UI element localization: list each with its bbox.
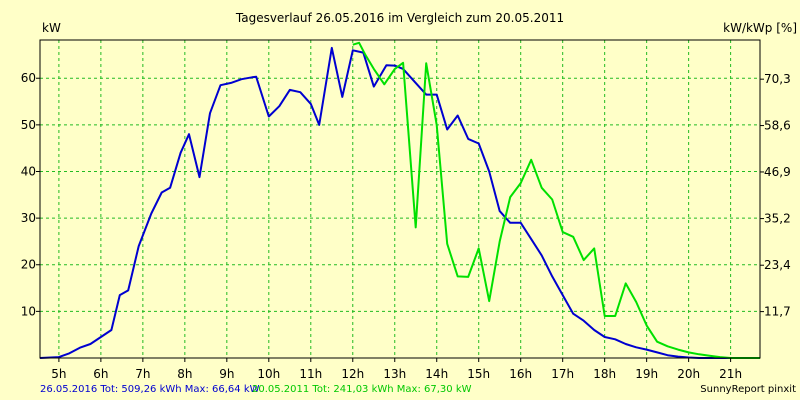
x-tick-label: 7h: [135, 367, 150, 381]
y-tick-label-left: 40: [21, 164, 36, 178]
series-lines: [39, 41, 760, 359]
y-tick-label-left: 30: [21, 211, 36, 225]
grid: [40, 40, 760, 358]
credit-text: SunnyReport pinxit: [700, 384, 796, 395]
y-axis-left-label: kW: [42, 21, 61, 35]
x-tick-label: 19h: [635, 367, 658, 381]
x-tick-label: 13h: [383, 367, 406, 381]
series-line-1: [39, 46, 760, 359]
y-tick-label-right: 23,4: [764, 258, 791, 272]
y-tick-label-right: 11,7: [764, 305, 791, 319]
x-tick-label: 12h: [341, 367, 364, 381]
x-tick-label: 18h: [593, 367, 616, 381]
x-tick-label: 8h: [177, 367, 192, 381]
chart-title: Tagesverlauf 26.05.2016 im Vergleich zum…: [235, 11, 564, 25]
axis-ticks: 5h 6h 7h 8h 9h 10h 11h 12h 13h 14h 15h 16h 17h 18h 19h…: [21, 71, 791, 381]
x-tick-label: 9h: [219, 367, 234, 381]
x-tick-label: 15h: [467, 367, 490, 381]
y-tick-label-left: 60: [21, 71, 36, 85]
x-tick-label: 11h: [299, 367, 322, 381]
y-tick-label-right: 35,2: [764, 212, 791, 226]
y-tick-label-right: 70,3: [764, 72, 791, 86]
x-tick-label: 14h: [425, 367, 448, 381]
x-tick-label: 20h: [677, 367, 700, 381]
legend-series-1-summary: 26.05.2016 Tot: 509,26 kWh Max: 66,64 kW: [40, 384, 260, 395]
y-tick-label-left: 50: [21, 118, 36, 132]
y-tick-label-left: 20: [21, 258, 36, 272]
y-tick-label-left: 10: [21, 304, 36, 318]
x-tick-label: 6h: [93, 367, 108, 381]
x-tick-label: 5h: [51, 367, 66, 381]
y-axis-right-label: kW/kWp [%]: [723, 21, 797, 35]
series-line-2: [352, 41, 760, 359]
x-tick-label: 21h: [719, 367, 742, 381]
x-tick-label: 17h: [551, 367, 574, 381]
y-tick-label-right: 46,9: [764, 165, 791, 179]
legend-series-2-summary: 20.05.2011 Tot: 241,03 kWh Max: 67,30 kW: [252, 384, 472, 395]
x-tick-label: 16h: [509, 367, 532, 381]
plot-frame: [39, 39, 761, 359]
x-tick-label: 10h: [257, 367, 280, 381]
y-tick-label-right: 58,6: [764, 119, 791, 133]
